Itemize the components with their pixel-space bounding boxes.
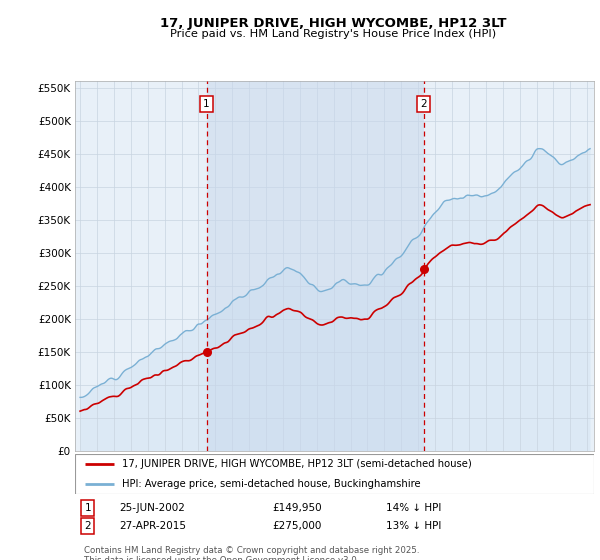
Text: 1: 1 — [85, 503, 91, 513]
Text: 13% ↓ HPI: 13% ↓ HPI — [386, 521, 442, 531]
Text: 25-JUN-2002: 25-JUN-2002 — [119, 503, 185, 513]
Text: 2: 2 — [420, 99, 427, 109]
Text: HPI: Average price, semi-detached house, Buckinghamshire: HPI: Average price, semi-detached house,… — [122, 479, 421, 489]
Text: 1: 1 — [203, 99, 210, 109]
Text: £275,000: £275,000 — [272, 521, 322, 531]
Text: £149,950: £149,950 — [272, 503, 322, 513]
Bar — [206, 81, 424, 451]
Text: Contains HM Land Registry data © Crown copyright and database right 2025.
This d: Contains HM Land Registry data © Crown c… — [85, 546, 420, 560]
Text: Price paid vs. HM Land Registry's House Price Index (HPI): Price paid vs. HM Land Registry's House … — [170, 29, 496, 39]
FancyBboxPatch shape — [75, 454, 594, 494]
Text: 2: 2 — [85, 521, 91, 531]
Text: 14% ↓ HPI: 14% ↓ HPI — [386, 503, 442, 513]
Text: 27-APR-2015: 27-APR-2015 — [119, 521, 186, 531]
Text: 17, JUNIPER DRIVE, HIGH WYCOMBE, HP12 3LT (semi-detached house): 17, JUNIPER DRIVE, HIGH WYCOMBE, HP12 3L… — [122, 460, 472, 469]
Text: 17, JUNIPER DRIVE, HIGH WYCOMBE, HP12 3LT: 17, JUNIPER DRIVE, HIGH WYCOMBE, HP12 3L… — [160, 17, 506, 30]
